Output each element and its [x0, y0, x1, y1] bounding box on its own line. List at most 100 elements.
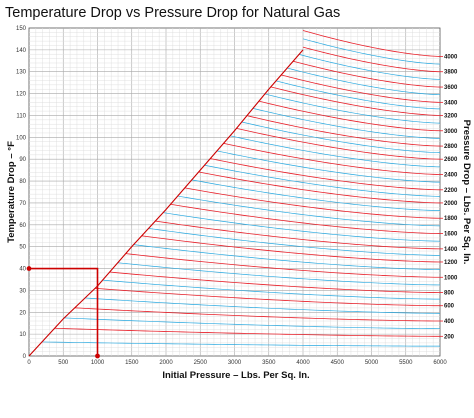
chart-title: Temperature Drop vs Pressure Drop for Na…	[5, 5, 340, 21]
x-tick-label: 5500	[399, 360, 413, 366]
x-tick-label: 1000	[91, 360, 105, 366]
red-curve	[141, 235, 441, 263]
right-tick-label: 2800	[444, 144, 458, 150]
y-tick-label: 110	[16, 113, 26, 119]
right-tick-label: 3800	[444, 70, 458, 76]
red-curve	[281, 74, 441, 103]
blue-curve	[275, 80, 441, 110]
red-curve	[302, 30, 441, 57]
red-curves	[54, 30, 441, 337]
blue-curve	[241, 121, 441, 153]
x-tick-label: 5000	[365, 360, 379, 366]
blue-curve	[298, 54, 441, 80]
red-curve	[109, 271, 441, 293]
red-curve	[302, 46, 441, 73]
right-axis-title: Pressure Drop – Lbs. Per Sq. In.	[461, 120, 472, 265]
blue-curve	[163, 212, 441, 242]
y-tick-label: 100	[16, 135, 27, 141]
right-tick-label: 4000	[444, 54, 458, 60]
right-tick-label: 1400	[444, 247, 458, 253]
red-curve	[74, 307, 441, 322]
example-end-marker	[95, 353, 100, 359]
right-tick-label: 1000	[444, 275, 458, 281]
right-tick-label: 800	[444, 291, 455, 297]
right-tick-label: 3200	[444, 113, 458, 119]
y-tick-label: 130	[16, 70, 27, 76]
y-tick-label: 0	[23, 354, 27, 360]
y-tick-label: 150	[16, 26, 27, 32]
x-tick-label: 2500	[194, 360, 208, 366]
red-curve	[270, 86, 441, 116]
y-tick-label: 120	[16, 92, 27, 98]
right-tick-label: 600	[444, 304, 455, 310]
blue-curve	[41, 341, 441, 347]
right-tick-label: 1600	[444, 232, 458, 238]
blue-curve	[148, 228, 441, 256]
blue-curve	[191, 179, 441, 211]
right-tick-label: 200	[444, 334, 455, 340]
red-curve	[246, 115, 441, 147]
y-tick-label: 40	[19, 267, 26, 273]
x-tick-label: 3000	[228, 360, 242, 366]
y-axis-ticks: 0 10 20 30 40 50 60 70 80 90 100 110 120 130 140 150	[16, 26, 27, 360]
y-tick-label: 30	[19, 288, 26, 294]
y-tick-label: 90	[19, 157, 26, 163]
x-tick-label: 3500	[262, 360, 276, 366]
blue-curve	[302, 38, 441, 65]
x-axis-ticks: 0 500 1000 1500 2000 2500 3000 3500 4000 4500 5000…	[27, 360, 447, 366]
x-tick-label: 500	[58, 360, 69, 366]
blue-curves	[41, 38, 441, 347]
y-tick-label: 50	[19, 245, 26, 251]
y-tick-label: 140	[16, 48, 27, 54]
red-curve	[210, 158, 441, 191]
blue-curve	[264, 93, 441, 124]
right-tick-label: 2600	[444, 157, 458, 163]
blue-curve	[252, 108, 441, 139]
x-tick-label: 2000	[159, 360, 173, 366]
red-curve	[184, 187, 441, 219]
x-tick-label: 4500	[331, 360, 345, 366]
right-tick-label: 2000	[444, 201, 458, 207]
y-tick-label: 80	[19, 179, 26, 185]
y-tick-label: 20	[19, 310, 26, 316]
red-curve	[95, 287, 441, 307]
blue-curve	[117, 262, 441, 286]
y-axis-title: Temperature Drop – °F	[6, 141, 17, 243]
blue-curve	[204, 164, 441, 197]
red-curve	[223, 142, 441, 175]
blue-curve	[64, 317, 441, 330]
right-tick-label: 400	[444, 319, 455, 325]
red-curve	[155, 220, 441, 250]
blue-curve	[133, 244, 441, 270]
red-curve	[293, 60, 441, 88]
right-tick-label: 3000	[444, 129, 458, 135]
example-path	[26, 266, 100, 359]
blue-curve	[216, 150, 441, 183]
red-curve	[258, 100, 441, 132]
right-tick-label: 1800	[444, 216, 458, 222]
right-tick-label: 1200	[444, 260, 458, 266]
example-start-marker	[26, 266, 32, 271]
right-tick-label: 2400	[444, 173, 458, 179]
y-tick-label: 70	[19, 201, 26, 207]
example-line	[29, 267, 99, 356]
y-tick-label: 60	[19, 223, 26, 229]
right-tick-label: 3600	[444, 85, 458, 91]
red-curve	[198, 171, 441, 204]
y-tick-label: 10	[19, 332, 26, 338]
boundary-curve	[28, 49, 304, 357]
red-curve	[236, 127, 441, 160]
blue-curve	[85, 297, 441, 314]
x-axis-title: Initial Pressure – Lbs. Per Sq. In.	[162, 370, 309, 381]
x-tick-label: 4000	[296, 360, 310, 366]
right-axis-ticks: 200 400 600 800 1000 1200 1400 1600 1800 2000 2200…	[440, 54, 458, 340]
right-tick-label: 3400	[444, 100, 458, 106]
right-tick-label: 2200	[444, 188, 458, 194]
blue-curve	[177, 195, 441, 227]
blue-curve	[287, 67, 441, 96]
blue-curve	[230, 135, 441, 168]
red-curve	[125, 253, 441, 278]
red-curve	[170, 203, 441, 234]
x-tick-label: 6000	[433, 360, 447, 366]
